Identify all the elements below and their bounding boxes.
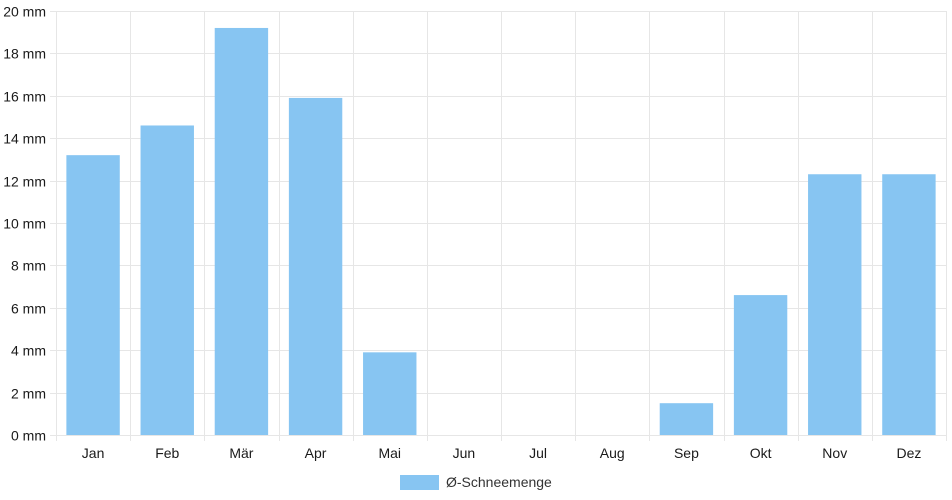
y-tick-label: 0 mm (11, 428, 46, 444)
x-tick-label: Apr (305, 445, 327, 461)
y-tick-label: 16 mm (3, 89, 46, 105)
legend-label: Ø-Schneemenge (446, 474, 552, 490)
x-tick-label: Dez (896, 445, 921, 461)
x-tick-label: Mai (378, 445, 401, 461)
y-tick-label: 12 mm (3, 174, 46, 190)
y-tick-label: 20 mm (3, 4, 46, 20)
x-tick-label: Feb (155, 445, 179, 461)
y-tick-label: 18 mm (3, 46, 46, 62)
y-tick-label: 2 mm (11, 386, 46, 402)
legend-swatch (400, 475, 439, 490)
x-tick-label: Okt (750, 445, 772, 461)
x-tick-label: Aug (600, 445, 625, 461)
x-tick-label: Nov (822, 445, 847, 461)
bar-feb[interactable] (140, 125, 194, 435)
grid-layer (50, 11, 947, 441)
x-tick-label: Sep (674, 445, 699, 461)
bar-okt[interactable] (733, 295, 788, 435)
x-axis: Jan Feb Mär Apr Mai Jun Jul Aug Sep Okt Nov Dez (82, 445, 922, 461)
bar-mai[interactable] (363, 352, 417, 435)
legend[interactable]: Ø-Schneemenge (400, 474, 552, 490)
bar-sep[interactable] (659, 403, 714, 435)
x-tick-label: Jan (82, 445, 105, 461)
bar-jan[interactable] (66, 155, 120, 435)
x-tick-label: Jul (529, 445, 547, 461)
bar-nov[interactable] (808, 174, 862, 436)
y-tick-label: 6 mm (11, 301, 46, 317)
x-tick-label: Jun (453, 445, 476, 461)
y-tick-label: 14 mm (3, 131, 46, 147)
y-tick-label: 10 mm (3, 216, 46, 232)
y-axis: 0 mm 2 mm 4 mm 6 mm 8 mm 10 mm 12 mm 14 mm 16 mm… (3, 4, 46, 444)
bar-dez[interactable] (882, 174, 936, 436)
y-tick-label: 4 mm (11, 343, 46, 359)
bar-apr[interactable] (288, 97, 343, 436)
bar-mär[interactable] (214, 27, 269, 436)
y-tick-label: 8 mm (11, 258, 46, 274)
x-tick-label: Mär (229, 445, 253, 461)
bars-layer (66, 27, 936, 436)
